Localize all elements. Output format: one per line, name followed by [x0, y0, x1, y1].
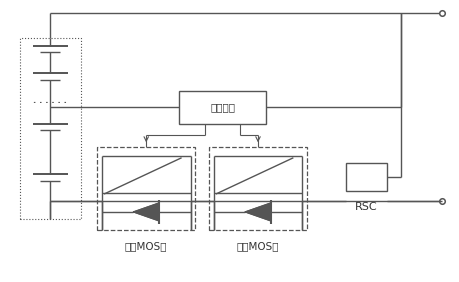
Text: 放电MOS管: 放电MOS管: [125, 241, 168, 252]
Bar: [179, 91, 266, 124]
Text: 充电MOS管: 充电MOS管: [237, 241, 279, 252]
Polygon shape: [134, 203, 159, 221]
Bar: [97, 147, 195, 230]
Text: RSC: RSC: [355, 202, 378, 212]
Polygon shape: [245, 203, 271, 221]
Bar: [346, 163, 387, 191]
Bar: [20, 38, 81, 219]
Bar: [209, 147, 307, 230]
Text: . . . . . .: . . . . . .: [34, 96, 67, 105]
Text: 控制模块: 控制模块: [210, 102, 235, 113]
